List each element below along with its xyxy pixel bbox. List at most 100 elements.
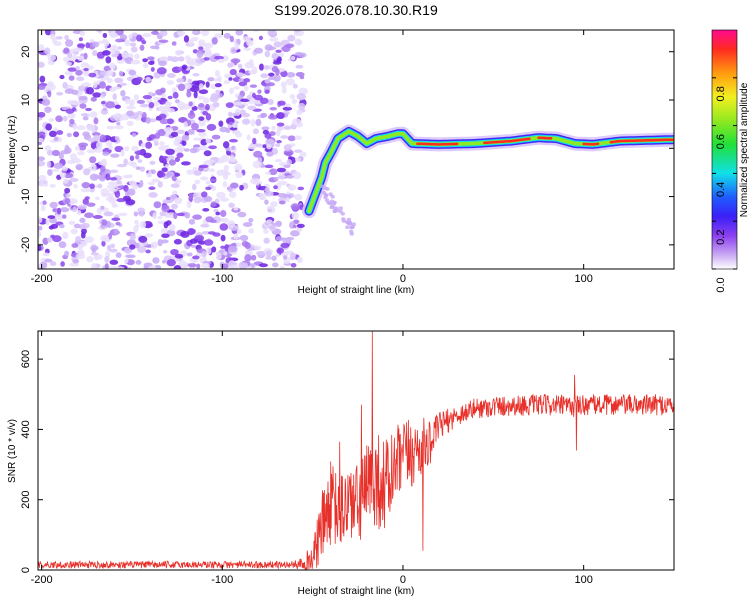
noise-blob [77,55,85,62]
noise-blob [165,106,171,113]
noise-blob [275,128,281,137]
noise-blob [73,131,80,138]
noise-blob [187,78,193,83]
noise-blob [266,151,274,157]
noise-blob [126,120,134,127]
noise-blob [210,201,217,207]
noise-blob [71,243,79,248]
noise-blob [90,111,98,118]
noise-blob [273,41,283,48]
noise-blob [233,86,240,90]
noise-blob [282,106,293,111]
noise-blob [53,162,64,169]
noise-blob [275,253,280,257]
noise-blob [285,197,290,203]
noise-blob [44,30,52,36]
noise-blob [114,77,124,84]
noise-blob [216,191,226,199]
noise-blob [264,79,271,84]
noise-blob [47,237,53,243]
noise-blob [248,218,254,223]
noise-blob [174,253,184,259]
noise-blob [252,128,260,135]
noise-blob [280,81,287,88]
colorbar-gradient [711,29,738,270]
noise-blob [200,262,211,269]
signal-core [416,142,459,146]
noise-blob [188,218,196,225]
noise-blob [152,96,161,101]
noise-blob [82,131,90,137]
signal-scatter [329,199,335,204]
spectrogram-xlabel: Height of straight line (km) [298,285,415,296]
noise-blob [186,169,194,175]
noise-blob [151,178,161,183]
noise-blob [233,58,238,66]
x-tick-label: -200 [31,273,53,285]
noise-blob [297,186,305,191]
noise-blob [176,78,185,83]
noise-blob [203,97,210,104]
noise-blob [291,212,299,220]
noise-blob [53,136,59,142]
noise-blob [258,35,263,41]
noise-blob [277,52,285,58]
noise-blob [89,156,97,164]
noise-blob [147,56,155,61]
noise-blob [211,37,218,45]
noise-blob [220,234,226,242]
noise-blob [189,147,198,154]
noise-blob [187,111,196,119]
noise-blob [161,233,170,239]
noise-blob [263,237,270,244]
noise-blob [72,206,78,213]
noise-blob [127,161,135,166]
noise-blob [289,94,296,100]
noise-blob [102,151,110,156]
noise-blob [47,90,52,98]
noise-blob [188,193,194,199]
noise-blob [65,193,71,198]
noise-blob [114,135,120,141]
noise-blob [105,56,112,64]
noise-blob [124,98,131,105]
noise-blob [137,207,146,213]
noise-blob [201,191,208,198]
noise-blob [65,108,75,114]
noise-blob [62,214,67,219]
noise-blob [149,45,160,50]
noise-blob [155,89,165,96]
noise-blob [38,141,43,146]
y-tick-label: 200 [20,491,32,509]
noise-blob [214,70,220,77]
noise-blob [124,39,131,47]
noise-blob [277,100,286,106]
signal-scatter [329,205,334,210]
noise-blob [84,196,90,200]
noise-blob [271,255,277,261]
x-tick-label: -100 [211,574,233,586]
noise-blob [118,70,124,77]
noise-blob [58,152,64,160]
signal-scatter [345,225,350,230]
signal-scatter [341,217,346,221]
noise-blob [80,113,89,117]
colorbar-tick-label: 0.8 [715,86,727,101]
noise-blob [136,34,143,42]
noise-blob [88,72,97,78]
noise-blob [227,62,234,68]
noise-blob [176,129,185,134]
noise-blob [228,138,238,143]
noise-blob [259,195,266,201]
noise-blob [109,32,119,38]
noise-blob [269,225,277,232]
noise-blob [238,78,245,82]
noise-blob [70,228,78,235]
y-tick-label: 0 [20,145,32,151]
noise-blob [276,56,282,63]
noise-blob [232,129,241,135]
noise-blob [171,41,177,46]
noise-blob [104,256,110,263]
noise-blob [153,141,159,147]
noise-blob [283,164,291,169]
